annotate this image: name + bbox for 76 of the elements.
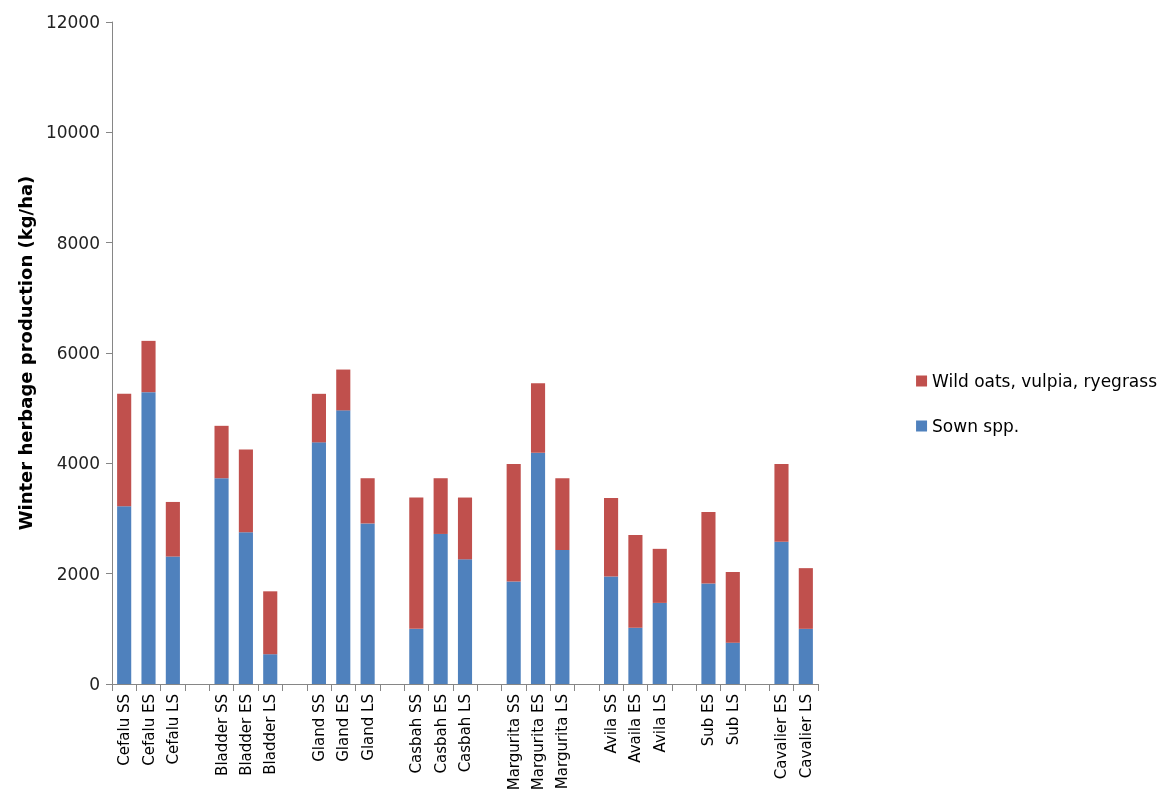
x-tick-label: Margurita LS bbox=[553, 694, 572, 790]
bar bbox=[238, 449, 253, 533]
y-tick-label: 4000 bbox=[56, 453, 100, 474]
y-tick-label: 8000 bbox=[56, 232, 100, 253]
y-axis-title: Winter herbage production (kg/ha) bbox=[14, 175, 36, 531]
bar bbox=[409, 497, 424, 629]
bar bbox=[506, 581, 521, 684]
bar bbox=[530, 452, 546, 684]
bar bbox=[701, 511, 716, 584]
x-tick-label: Casbah LS bbox=[456, 694, 474, 773]
x-tick-label: Cefalu ES bbox=[139, 694, 158, 766]
bar bbox=[530, 383, 546, 453]
bar bbox=[652, 602, 667, 684]
bar bbox=[141, 340, 156, 393]
bar bbox=[214, 425, 229, 479]
x-tick-label: Sub LS bbox=[723, 694, 742, 746]
x-tick-label: Gland ES bbox=[334, 694, 353, 762]
bar bbox=[774, 541, 789, 684]
bar bbox=[263, 591, 278, 655]
x-tick-label: Gland LS bbox=[358, 694, 377, 761]
bar bbox=[725, 572, 740, 643]
x-tick-label: Bladder SS bbox=[212, 694, 231, 776]
bar bbox=[652, 548, 667, 603]
x-tick-label: Bladder ES bbox=[236, 694, 255, 776]
bar bbox=[311, 442, 326, 684]
x-tick-label: Avila SS bbox=[602, 694, 621, 754]
x-tick-label: Sub ES bbox=[699, 694, 718, 747]
bar bbox=[214, 478, 229, 684]
x-tick-label: Avila LS bbox=[650, 694, 669, 753]
bar bbox=[798, 628, 813, 684]
y-tick-label: 10000 bbox=[45, 122, 100, 143]
bar bbox=[433, 478, 448, 534]
y-tick-label: 6000 bbox=[56, 343, 100, 363]
bar bbox=[360, 523, 375, 684]
bar bbox=[555, 478, 570, 550]
bar bbox=[798, 568, 813, 629]
legend-label: Wild oats, vulpia, ryegrass bbox=[932, 371, 1158, 391]
x-tick-label: Cavalier ES bbox=[772, 694, 791, 780]
bar bbox=[117, 393, 132, 507]
x-tick-label: Margurita ES bbox=[529, 694, 548, 791]
y-tick-label: 12000 bbox=[45, 12, 100, 32]
bar bbox=[628, 535, 643, 628]
bar bbox=[409, 628, 424, 684]
bar bbox=[165, 501, 180, 557]
bar bbox=[725, 642, 740, 684]
bar bbox=[263, 654, 278, 684]
bar bbox=[360, 478, 375, 524]
bar bbox=[336, 410, 351, 684]
bar bbox=[165, 556, 180, 684]
x-tick-label: Bladder LS bbox=[261, 694, 280, 775]
x-tick-label: Cefalu SS bbox=[115, 694, 134, 766]
bar bbox=[336, 369, 351, 411]
x-tick-label: Gland SS bbox=[309, 694, 328, 762]
bar bbox=[774, 463, 789, 542]
bar bbox=[701, 583, 716, 684]
x-tick-label: Casbah ES bbox=[431, 694, 450, 774]
x-tick-label: Casbah SS bbox=[407, 694, 426, 774]
bar bbox=[141, 392, 156, 684]
y-tick-label: 0 bbox=[89, 674, 100, 694]
x-tick-label: Margurita SS bbox=[504, 694, 523, 791]
bar bbox=[457, 497, 473, 560]
bar bbox=[604, 498, 619, 577]
bar bbox=[628, 627, 643, 684]
bar bbox=[604, 576, 619, 684]
legend-label: Sown spp. bbox=[932, 416, 1020, 436]
bar bbox=[457, 559, 473, 684]
bar bbox=[433, 533, 448, 684]
x-tick-label: Cefalu LS bbox=[163, 694, 182, 765]
bar bbox=[555, 549, 570, 684]
x-tick-label: Cavalier LS bbox=[796, 694, 815, 779]
bar bbox=[506, 463, 521, 582]
y-tick-label: 2000 bbox=[56, 563, 100, 584]
bar bbox=[117, 506, 132, 684]
bar bbox=[238, 532, 253, 684]
x-tick-label: Availa ES bbox=[626, 694, 645, 763]
bar bbox=[311, 393, 326, 443]
